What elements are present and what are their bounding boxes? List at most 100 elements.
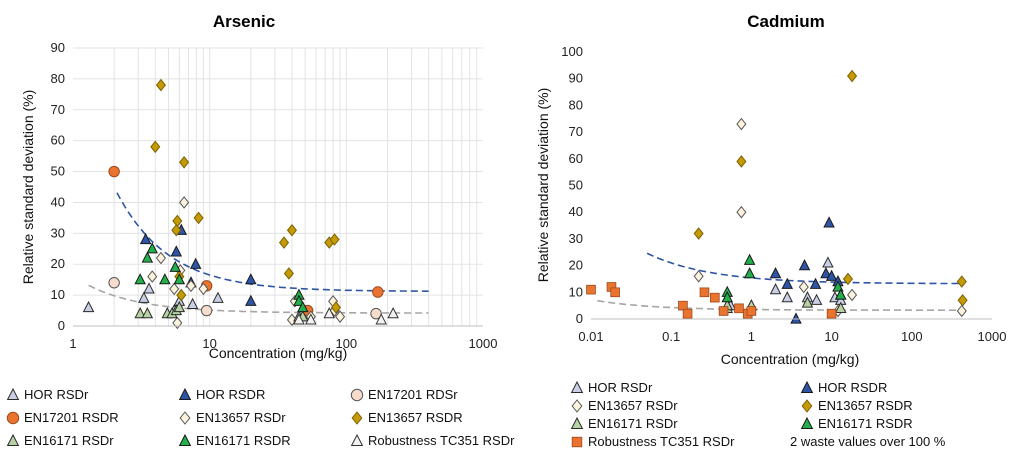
cadmium-robustness-tc351-rsdr-point xyxy=(746,306,757,316)
x-tick-label: 0.1 xyxy=(662,329,680,344)
arsenic-hor-rsdr-point xyxy=(143,282,155,294)
arsenic-legend-item: HOR RSDR xyxy=(178,387,265,402)
x-tick-label: 100 xyxy=(901,329,923,344)
x-tick-label: 1000 xyxy=(469,336,498,351)
arsenic-en17201-rdsr-point xyxy=(200,304,213,317)
arsenic-en16171-rsdr-point xyxy=(146,242,159,254)
arsenic-en16171-rsdr-point xyxy=(141,307,154,319)
cadmium-hor-rsdr-point xyxy=(810,293,823,305)
y-tick-label: 70 xyxy=(51,102,65,117)
arsenic-hor-rsdr-point xyxy=(245,294,257,306)
arsenic-en13657-rsdr-point xyxy=(283,267,294,280)
cadmium-legend-label: EN16171 RSDR xyxy=(818,416,913,431)
arsenic-en13657-rsdr-point xyxy=(179,155,190,169)
cadmium-legend-item: Robustness TC351 RSDr xyxy=(571,434,735,449)
cadmium-note: 2 waste values over 100 % xyxy=(790,434,946,449)
cadmium-trendlines xyxy=(597,252,965,311)
arsenic-en13657-rsdr-point xyxy=(330,301,342,314)
cadmium-robustness-tc351-rsdr-point xyxy=(718,306,729,316)
cadmium-legend: HOR RSDr HOR RSDR EN13657 RSDr EN13657 RSDR… xyxy=(570,380,913,449)
trendline xyxy=(116,192,429,292)
cadmium-hor-rsdr-point xyxy=(822,256,834,268)
arsenic-en13657-rsdr-point xyxy=(171,223,182,237)
arsenic-en13657-rsdr-point xyxy=(172,316,183,330)
x-tick-label: 1 xyxy=(69,336,76,351)
arsenic-legend-item: EN16171 RSDr xyxy=(6,433,114,448)
arsenic-legend-marker xyxy=(350,388,364,402)
cadmium-hor-rsdr-point xyxy=(798,259,811,271)
arsenic-y-tick-labels: 0 10 20 30 40 50 60 70 80 90 xyxy=(51,40,65,333)
arsenic-en17201-rsdr-point xyxy=(108,165,120,178)
arsenic-legend-item: EN13657 RSDr xyxy=(179,410,286,425)
cadmium-en16171-rsdr-point xyxy=(743,267,756,279)
arsenic-hor-rsdr-point xyxy=(82,300,95,313)
arsenic-en16171-rsdr-point xyxy=(173,273,186,285)
arsenic-legend-marker xyxy=(178,433,192,446)
y-tick-label: 30 xyxy=(569,231,583,246)
arsenic-legend-marker xyxy=(179,411,191,425)
cadmium-robustness-tc351-rsdr-point xyxy=(710,292,720,303)
arsenic-en16171-rsdr-point xyxy=(297,300,309,313)
arsenic-en13657-rsdr-point xyxy=(179,196,190,209)
cadmium-legend-marker xyxy=(801,399,813,413)
arsenic-legend-label: HOR RSDR xyxy=(196,387,265,402)
arsenic-legend-label: EN13657 RSDR xyxy=(368,410,463,425)
cadmium-y-tick-labels: 0 10 20 30 40 50 60 70 80 90 100 xyxy=(561,44,583,326)
arsenic-x-axis-label: Concentration (mg/kg) xyxy=(209,345,348,361)
cadmium-en16171-rsdr-point xyxy=(834,301,847,313)
arsenic-title: Arsenic xyxy=(213,12,275,31)
cadmium-en13657-rsdr-point xyxy=(956,275,967,288)
arsenic-en16171-rsdr-point xyxy=(134,273,146,285)
cadmium-en16171-rsdr-point xyxy=(721,291,734,303)
arsenic-en13657-rsdr-point xyxy=(147,270,158,283)
arsenic-legend-label: Robustness TC351 RSDr xyxy=(368,433,515,448)
arsenic-en16171-rsdr-point xyxy=(159,273,171,285)
y-tick-label: 0 xyxy=(576,311,583,326)
cadmium-y-axis-label: Relative standard deviation (%) xyxy=(535,88,551,283)
arsenic-robustness-tc351-rsdr-point xyxy=(293,313,305,325)
arsenic-en13657-rsdr-point xyxy=(155,78,166,92)
x-tick-label: 1 xyxy=(748,329,755,344)
arsenic-en13657-rsdr-point xyxy=(155,251,166,265)
arsenic-hor-rsdr-point xyxy=(212,291,224,303)
y-tick-label: 10 xyxy=(51,287,65,302)
arsenic-legend-label: EN13657 RSDr xyxy=(196,410,286,425)
y-tick-label: 10 xyxy=(569,284,583,299)
cadmium-robustness-tc351-rsdr-point xyxy=(699,287,710,298)
cadmium-robustness-tc351-rsdr-point xyxy=(682,308,693,319)
arsenic-legend-marker xyxy=(350,433,364,446)
y-tick-label: 50 xyxy=(569,178,583,193)
cadmium-hor-rsdr-point xyxy=(809,277,822,289)
cadmium-legend-marker xyxy=(800,416,814,429)
cadmium-legend-item: HOR RSDr xyxy=(570,380,653,395)
cadmium-en16171-rsdr-point xyxy=(832,280,844,292)
cadmium-legend-marker xyxy=(570,380,584,393)
arsenic-en13657-rsdr-point xyxy=(150,140,161,154)
arsenic-legend: HOR RSDr HOR RSDR EN17201 RDSr EN17201 RSDR… xyxy=(6,387,515,448)
y-tick-label: 60 xyxy=(569,151,583,166)
cadmium-en16171-rsdr-point xyxy=(801,296,814,308)
y-tick-label: 70 xyxy=(569,124,583,139)
arsenic-en16171-rsdr-point xyxy=(169,260,182,272)
cadmium-legend-item: EN16171 RSDr xyxy=(570,416,678,431)
cadmium-legend-label: Robustness TC351 RSDr xyxy=(588,434,735,449)
cadmium-x-tick-labels: 0.01 0.1 1 10 100 1000 xyxy=(578,329,1006,344)
arsenic-robustness-tc351-rsdr-point xyxy=(305,313,317,325)
cadmium-en13657-rsdr-point xyxy=(736,205,747,219)
y-tick-label: 40 xyxy=(569,204,583,219)
arsenic-en16171-rsdr-point xyxy=(134,307,146,319)
x-tick-label: 1000 xyxy=(978,329,1007,344)
y-tick-label: 0 xyxy=(58,318,65,333)
y-tick-label: 90 xyxy=(569,71,583,86)
cadmium-en13657-rsdr-point xyxy=(847,288,858,302)
y-tick-label: 60 xyxy=(51,133,65,148)
cadmium-robustness-tc351-rsdr-point xyxy=(610,287,620,298)
cadmium-en16171-rsdr-point xyxy=(743,253,756,265)
arsenic-chart: Arsenic 0 10 20 30 40 50 60 70 80 90 1 10 100 1000 C… xyxy=(20,12,497,361)
arsenic-en13657-rsdr-point xyxy=(172,214,183,228)
trendline xyxy=(597,299,965,311)
cadmium-title: Cadmium xyxy=(747,12,824,31)
y-tick-label: 30 xyxy=(51,225,65,240)
cadmium-en13657-rsdr-point xyxy=(736,155,747,168)
arsenic-legend-item: EN16171 RSDR xyxy=(178,433,291,448)
